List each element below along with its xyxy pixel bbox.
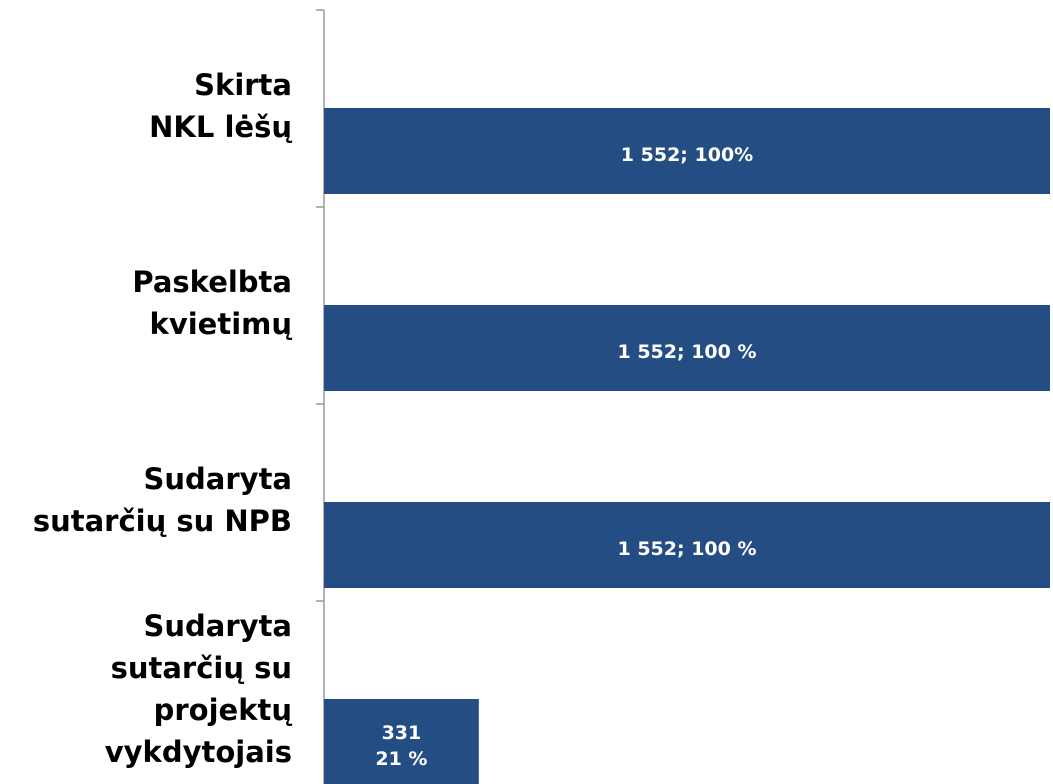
bar [324, 699, 479, 784]
category-label: Skirta NKL lėšų [149, 68, 292, 144]
value-label: 1 552; 100% [621, 144, 753, 166]
category-label: Sudaryta sutarčių su NPB [33, 462, 292, 538]
category-label: Sudaryta sutarčių su projektų vykdytojais [105, 609, 293, 769]
value-label: 331 21 % [375, 722, 427, 770]
value-label: 1 552; 100 % [617, 341, 756, 363]
value-label: 1 552; 100 % [617, 538, 756, 560]
bar [324, 502, 1050, 588]
bar [324, 108, 1050, 194]
category-label: Paskelbta kvietimų [132, 265, 292, 341]
bar [324, 305, 1050, 391]
